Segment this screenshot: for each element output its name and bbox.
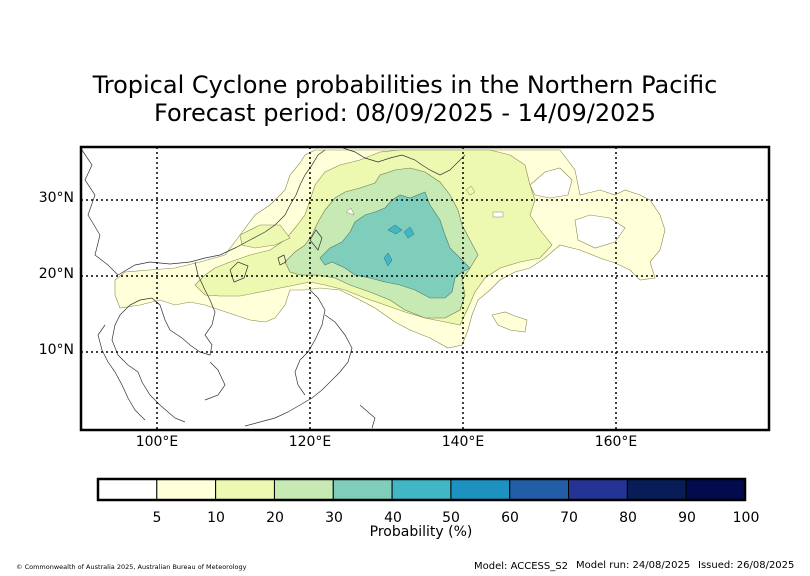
colorbar-tick: 80 [619,510,637,526]
model-run-date: Model run: 24/08/2025 [576,560,691,571]
colorbar-tick: 5 [152,510,162,526]
copyright-notice: © Commonwealth of Australia 2025, Austra… [16,563,247,571]
colorbar-segment [156,478,217,501]
map-title-line2: Forecast period: 08/09/2025 - 14/09/2025 [154,99,656,127]
colorbar-tick: 10 [207,510,225,526]
gridlines [81,147,769,430]
colorbar-tick: 70 [560,510,578,526]
colorbar-segment [391,478,452,501]
colorbar-segment [332,478,393,501]
map-frame [79,145,771,432]
colorbar-segment [626,478,687,501]
colorbar-segment [509,478,570,501]
colorbar-segment [215,478,275,501]
colorbar-segment [450,478,511,501]
colorbar-segment [273,478,334,501]
colorbar-tick: 20 [266,510,284,526]
lon-label-160e: 160°E [594,434,638,450]
lon-label-140e: 140°E [441,434,485,450]
lon-label-100e: 100°E [135,434,179,450]
colorbar-tick: 50 [442,510,460,526]
issued-date: Issued: 26/08/2025 [698,560,795,571]
probability-contours [81,147,769,430]
colorbar-segment [685,478,746,501]
model-name: Model: ACCESS_S2 [474,561,568,572]
colorbar-segment [97,478,158,501]
colorbar [96,477,747,502]
colorbar-tick: 40 [384,510,402,526]
colorbar-segment [568,478,628,501]
map-title-line1: Tropical Cyclone probabilities in the No… [92,71,718,99]
lat-label-20n: 20°N [38,266,74,282]
colorbar-tick: 60 [501,510,519,526]
lat-label-10n: 10°N [38,342,74,358]
contour-30-40 [319,191,471,299]
lon-label-120e: 120°E [288,434,332,450]
coastlines [81,147,466,429]
lat-label-30n: 30°N [38,190,74,206]
colorbar-frame [96,477,747,502]
colorbar-tick: 30 [325,510,343,526]
colorbar-tick: 90 [678,510,696,526]
colorbar-label: Probability (%) [369,524,473,540]
colorbar-tick: 100 [732,510,760,526]
